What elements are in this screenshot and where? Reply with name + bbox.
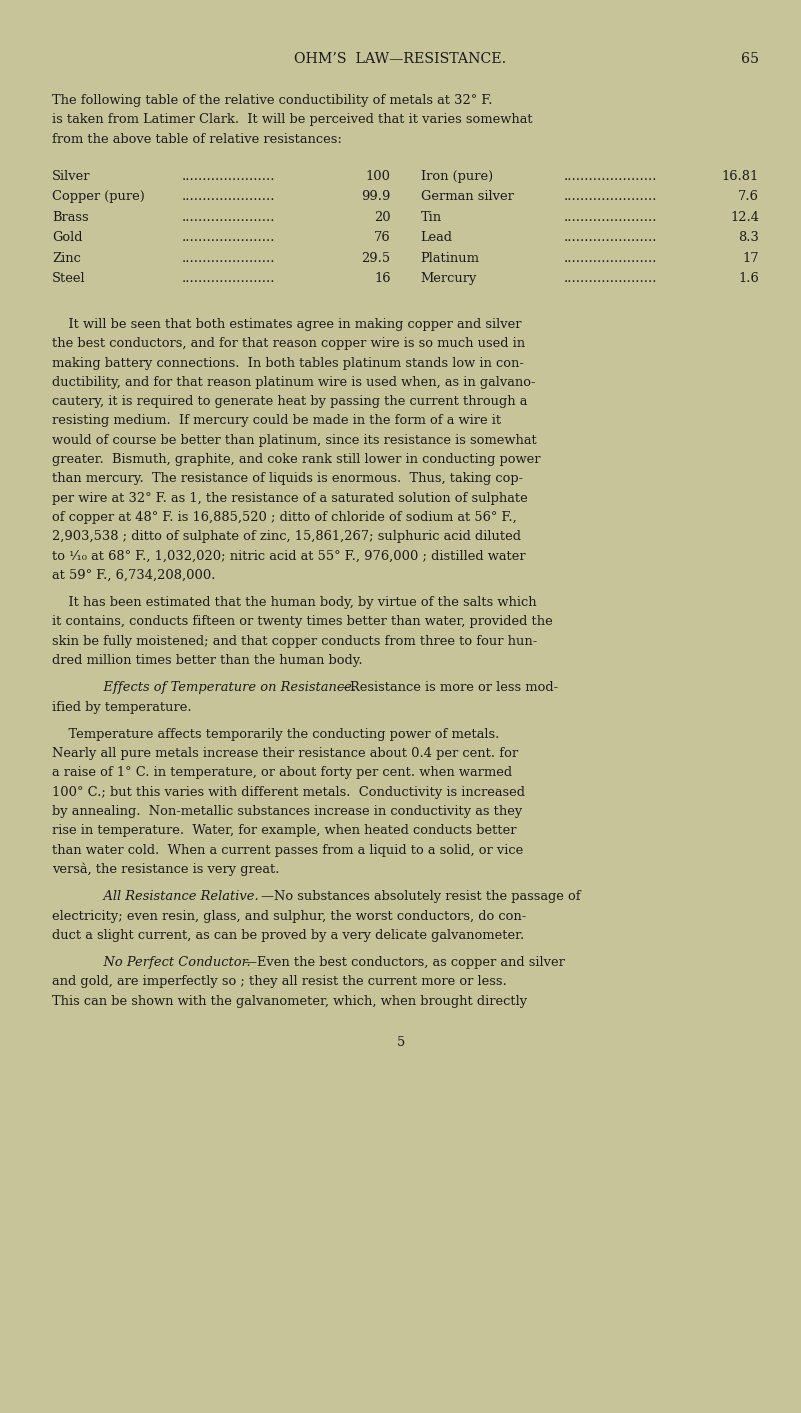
Text: Zinc: Zinc: [52, 252, 81, 264]
Text: ......................: ......................: [563, 252, 657, 264]
Text: versà, the resistance is very great.: versà, the resistance is very great.: [52, 863, 280, 876]
Text: No Perfect Conductor.: No Perfect Conductor.: [87, 957, 251, 969]
Text: Gold: Gold: [52, 232, 83, 244]
Text: Tin: Tin: [421, 211, 441, 223]
Text: —No substances absolutely resist the passage of: —No substances absolutely resist the pas…: [261, 890, 581, 903]
Text: from the above table of relative resistances:: from the above table of relative resista…: [52, 133, 342, 146]
Text: 100° C.; but this varies with different metals.  Conductivity is increased: 100° C.; but this varies with different …: [52, 786, 525, 798]
Text: 12.4: 12.4: [730, 211, 759, 223]
Text: 100: 100: [365, 170, 391, 182]
Text: than water cold.  When a current passes from a liquid to a solid, or vice: than water cold. When a current passes f…: [52, 844, 523, 856]
Text: Platinum: Platinum: [421, 252, 480, 264]
Text: making battery connections.  In both tables platinum stands low in con-: making battery connections. In both tabl…: [52, 356, 524, 370]
Text: ......................: ......................: [182, 232, 276, 244]
Text: ......................: ......................: [182, 273, 276, 285]
Text: is taken from Latimer Clark.  It will be perceived that it varies somewhat: is taken from Latimer Clark. It will be …: [52, 113, 533, 126]
Text: dred million times better than the human body.: dred million times better than the human…: [52, 654, 363, 667]
Text: 5: 5: [396, 1036, 405, 1048]
Text: All Resistance Relative.: All Resistance Relative.: [87, 890, 259, 903]
Text: ......................: ......................: [563, 191, 657, 203]
Text: ......................: ......................: [182, 170, 276, 182]
Text: Temperature affects temporarily the conducting power of metals.: Temperature affects temporarily the cond…: [52, 728, 499, 740]
Text: 99.9: 99.9: [361, 191, 391, 203]
Text: cautery, it is required to generate heat by passing the current through a: cautery, it is required to generate heat…: [52, 396, 527, 408]
Text: —Even the best conductors, as copper and silver: —Even the best conductors, as copper and…: [244, 957, 565, 969]
Text: ductibility, and for that reason platinum wire is used when, as in galvano-: ductibility, and for that reason platinu…: [52, 376, 536, 389]
Text: rise in temperature.  Water, for example, when heated conducts better: rise in temperature. Water, for example,…: [52, 824, 517, 838]
Text: electricity; even resin, glass, and sulphur, the worst conductors, do con-: electricity; even resin, glass, and sulp…: [52, 910, 526, 923]
Text: It has been estimated that the human body, by virtue of the salts which: It has been estimated that the human bod…: [52, 596, 537, 609]
Text: ......................: ......................: [182, 211, 276, 223]
Text: by annealing.  Non-metallic substances increase in conductivity as they: by annealing. Non-metallic substances in…: [52, 805, 522, 818]
Text: 16: 16: [374, 273, 391, 285]
Text: 2,903,538 ; ditto of sulphate of zinc, 15,861,267; sulphuric acid diluted: 2,903,538 ; ditto of sulphate of zinc, 1…: [52, 530, 521, 543]
Text: Silver: Silver: [52, 170, 91, 182]
Text: 7.6: 7.6: [739, 191, 759, 203]
Text: than mercury.  The resistance of liquids is enormous.  Thus, taking cop-: than mercury. The resistance of liquids …: [52, 472, 523, 485]
Text: 76: 76: [374, 232, 391, 244]
Text: 16.81: 16.81: [722, 170, 759, 182]
Text: skin be fully moistened; and that copper conducts from three to four hun-: skin be fully moistened; and that copper…: [52, 634, 537, 647]
Text: OHM’S  LAW—RESISTANCE.: OHM’S LAW—RESISTANCE.: [295, 52, 506, 66]
Text: greater.  Bismuth, graphite, and coke rank still lower in conducting power: greater. Bismuth, graphite, and coke ran…: [52, 454, 541, 466]
Text: 1.6: 1.6: [739, 273, 759, 285]
Text: Lead: Lead: [421, 232, 453, 244]
Text: This can be shown with the galvanometer, which, when brought directly: This can be shown with the galvanometer,…: [52, 995, 527, 1007]
Text: a raise of 1° C. in temperature, or about forty per cent. when warmed: a raise of 1° C. in temperature, or abou…: [52, 766, 512, 780]
Text: 29.5: 29.5: [361, 252, 391, 264]
Text: Effects of Temperature on Resistance.: Effects of Temperature on Resistance.: [87, 681, 356, 694]
Text: of copper at 48° F. is 16,885,520 ; ditto of chloride of sodium at 56° F.,: of copper at 48° F. is 16,885,520 ; ditt…: [52, 512, 517, 524]
Text: per wire at 32° F. as 1, the resistance of a saturated solution of sulphate: per wire at 32° F. as 1, the resistance …: [52, 492, 528, 504]
Text: Iron (pure): Iron (pure): [421, 170, 493, 182]
Text: Nearly all pure metals increase their resistance about 0.4 per cent. for: Nearly all pure metals increase their re…: [52, 747, 518, 760]
Text: ......................: ......................: [182, 191, 276, 203]
Text: duct a slight current, as can be proved by a very delicate galvanometer.: duct a slight current, as can be proved …: [52, 928, 524, 942]
Text: to ¹⁄₁₀ at 68° F., 1,032,020; nitric acid at 55° F., 976,000 ; distilled water: to ¹⁄₁₀ at 68° F., 1,032,020; nitric aci…: [52, 550, 525, 562]
Text: and gold, are imperfectly so ; they all resist the current more or less.: and gold, are imperfectly so ; they all …: [52, 975, 507, 989]
Text: 20: 20: [374, 211, 391, 223]
Text: 65: 65: [741, 52, 759, 66]
Text: ......................: ......................: [563, 232, 657, 244]
Text: ......................: ......................: [182, 252, 276, 264]
Text: Mercury: Mercury: [421, 273, 477, 285]
Text: 8.3: 8.3: [739, 232, 759, 244]
Text: at 59° F., 6,734,208,000.: at 59° F., 6,734,208,000.: [52, 569, 215, 582]
Text: would of course be better than platinum, since its resistance is somewhat: would of course be better than platinum,…: [52, 434, 537, 447]
Text: Steel: Steel: [52, 273, 86, 285]
Text: it contains, conducts fifteen or twenty times better than water, provided the: it contains, conducts fifteen or twenty …: [52, 616, 553, 629]
Text: ......................: ......................: [563, 170, 657, 182]
Text: It will be seen that both estimates agree in making copper and silver: It will be seen that both estimates agre…: [52, 318, 521, 331]
Text: The following table of the relative conductibility of metals at 32° F.: The following table of the relative cond…: [52, 95, 493, 107]
Text: —Resistance is more or less mod-: —Resistance is more or less mod-: [336, 681, 557, 694]
Text: 17: 17: [743, 252, 759, 264]
Text: German silver: German silver: [421, 191, 513, 203]
Text: ......................: ......................: [563, 273, 657, 285]
Text: ified by temperature.: ified by temperature.: [52, 701, 191, 714]
Text: resisting medium.  If mercury could be made in the form of a wire it: resisting medium. If mercury could be ma…: [52, 414, 501, 427]
Text: the best conductors, and for that reason copper wire is so much used in: the best conductors, and for that reason…: [52, 338, 525, 350]
Text: Brass: Brass: [52, 211, 89, 223]
Text: ......................: ......................: [563, 211, 657, 223]
Text: Copper (pure): Copper (pure): [52, 191, 145, 203]
